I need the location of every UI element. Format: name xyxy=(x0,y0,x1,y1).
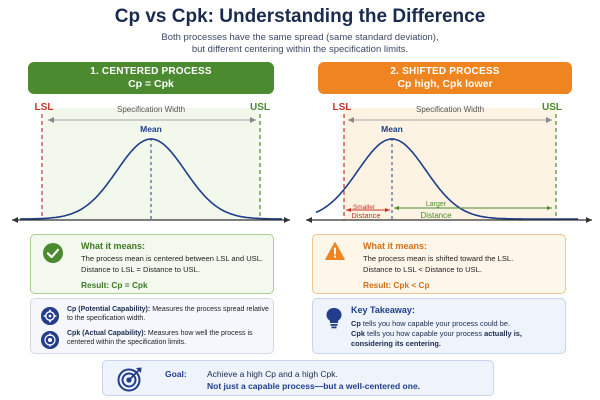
meaning-line-1: The process mean is shifted toward the L… xyxy=(363,254,514,263)
cp-text: Measures the process spread relative to … xyxy=(67,306,269,323)
subtitle-line-1: Both processes have the same spread (sam… xyxy=(161,32,439,43)
arrow-head xyxy=(547,206,552,210)
normal-curve xyxy=(315,138,578,220)
goal-line-1: Achieve a high Cp and a high Cpk. xyxy=(207,369,338,379)
takeaway-line-1-text: tells you how capable your process could… xyxy=(362,319,510,328)
cpk-definition-text: Cpk (Actual Capability): Measures how we… xyxy=(67,329,272,348)
capability-definitions-box: Cp (Potential Capability): Measures the … xyxy=(30,298,274,354)
subtitle-line-2: but different centering within the speci… xyxy=(191,44,409,55)
smaller-distance-label-2: Distance xyxy=(351,211,380,220)
axis-arrow-left xyxy=(12,217,18,223)
cpk-text: Measures how well the process is centere… xyxy=(67,330,253,347)
lsl-label: LSL xyxy=(333,102,352,113)
takeaway-line-1: Cp tells you how capable your process co… xyxy=(351,319,510,328)
arrow-head xyxy=(394,206,399,210)
result-text: Result: Cp = Cpk xyxy=(81,280,148,290)
takeaway-line-3-text: considering its centering. xyxy=(351,339,441,348)
arrow-head-right xyxy=(250,117,256,123)
centered-header-title: 1. CENTERED PROCESS xyxy=(90,66,212,77)
meaning-line-1: The process mean is centered between LSL… xyxy=(81,254,264,263)
centered-meaning-box: What it means: The process mean is cente… xyxy=(30,234,274,294)
meaning-line-2: Distance to LSL = Distance to USL. xyxy=(81,265,200,274)
normal-curve xyxy=(19,138,283,220)
axis-arrow-right xyxy=(284,217,290,223)
lightbulb-icon xyxy=(326,308,342,329)
goal-line-2: Not just a capable process—but a well-ce… xyxy=(207,381,421,391)
larger-distance-label-1: Larger xyxy=(426,201,447,208)
meaning-heading: What it means: xyxy=(81,241,146,251)
axis-arrow-left xyxy=(306,217,312,223)
arrow-head xyxy=(385,208,390,212)
shifted-meaning-box: What it means: The process mean is shift… xyxy=(312,234,566,294)
shifted-distribution-diagram: LSL USL Specification Width Mean Smaller… xyxy=(306,102,592,223)
shifted-process-header: 2. SHIFTED PROCESS Cp high, Cpk lower xyxy=(318,62,572,94)
takeaway-line-2-text: tells you how capable your process xyxy=(367,329,483,338)
meaning-heading: What it means: xyxy=(363,241,428,251)
goal-box: Goal: Achieve a high Cp and a high Cpk. … xyxy=(102,360,494,396)
gear-icon xyxy=(41,307,59,325)
meaning-line-2: Distance to LSL < Distance to USL. xyxy=(363,265,482,274)
shifted-header-formula: Cp high, Cpk lower xyxy=(397,78,493,90)
result-text: Result: Cpk < Cp xyxy=(363,280,430,290)
target-center-icon xyxy=(41,331,59,349)
axis-arrow-right xyxy=(586,217,592,223)
smaller-distance-label-1: Smaller xyxy=(353,204,376,211)
takeaway-actually: actually is, xyxy=(484,329,522,338)
lsl-label: LSL xyxy=(35,102,54,113)
mean-label: Mean xyxy=(381,124,403,134)
takeaway-heading: Key Takeaway: xyxy=(351,305,415,315)
spec-width-label: Specification Width xyxy=(416,105,484,114)
cp-definition-text: Cp (Potential Capability): Measures the … xyxy=(67,305,272,324)
takeaway-line-2: Cpk tells you how capable your process a… xyxy=(351,329,522,338)
arrow-head xyxy=(346,208,351,212)
centered-process-header: 1. CENTERED PROCESS Cp = Cpk xyxy=(28,62,274,94)
spec-region xyxy=(344,108,556,220)
arrow-head-left xyxy=(348,117,354,123)
warning-icon xyxy=(325,242,345,260)
spec-width-label: Specification Width xyxy=(117,105,185,114)
key-takeaway-box: Key Takeaway: Cp tells you how capable y… xyxy=(312,298,566,354)
check-icon xyxy=(43,243,63,263)
target-icon xyxy=(117,367,142,392)
usl-label: USL xyxy=(250,102,270,113)
usl-label: USL xyxy=(542,102,562,113)
takeaway-cp: Cp xyxy=(351,319,361,328)
mean-label: Mean xyxy=(140,124,162,134)
cpk-label: Cpk (Actual Capability): xyxy=(67,330,146,337)
shifted-header-title: 2. SHIFTED PROCESS xyxy=(390,66,500,77)
arrow-head-right xyxy=(546,117,552,123)
centered-distribution-diagram: LSL USL Specification Width Mean xyxy=(12,102,290,223)
centered-header-formula: Cp = Cpk xyxy=(128,78,174,90)
spec-region xyxy=(44,108,260,220)
arrow-head-left xyxy=(48,117,54,123)
takeaway-cpk: Cpk xyxy=(351,329,365,338)
larger-distance-label-2: Distance xyxy=(420,211,452,220)
goal-label: Goal: xyxy=(165,369,187,379)
cp-label: Cp (Potential Capability): xyxy=(67,306,151,313)
page-title: Cp vs Cpk: Understanding the Difference xyxy=(114,6,486,27)
takeaway-line-3: considering its centering. xyxy=(351,339,441,348)
